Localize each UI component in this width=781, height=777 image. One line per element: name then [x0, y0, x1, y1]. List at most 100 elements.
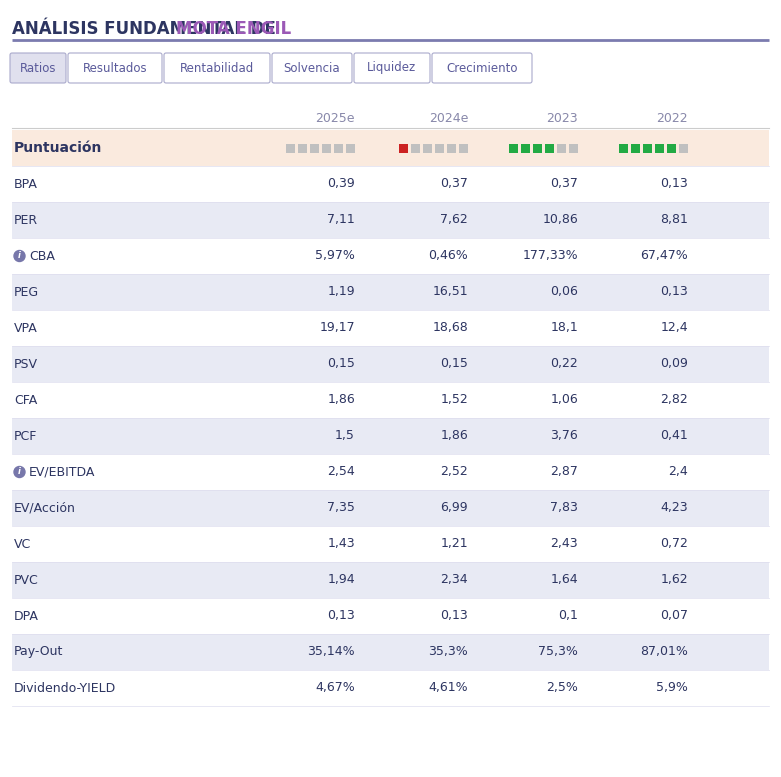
Text: 1,52: 1,52: [440, 393, 468, 406]
Text: Resultados: Resultados: [83, 61, 148, 75]
Text: 18,1: 18,1: [551, 322, 578, 335]
Text: 0,37: 0,37: [440, 177, 468, 190]
Text: 1,94: 1,94: [327, 573, 355, 587]
Text: i: i: [18, 468, 21, 476]
Text: 35,3%: 35,3%: [428, 646, 468, 658]
Text: 10,86: 10,86: [542, 214, 578, 227]
Text: 87,01%: 87,01%: [640, 646, 688, 658]
Bar: [12, 382, 769, 418]
Text: 0,13: 0,13: [660, 285, 688, 298]
Text: EV/EBITDA: EV/EBITDA: [29, 465, 95, 479]
Bar: [12, 310, 769, 346]
Circle shape: [14, 250, 25, 262]
Bar: [399, 144, 408, 152]
Text: 0,22: 0,22: [551, 357, 578, 371]
Bar: [459, 144, 468, 152]
Bar: [334, 144, 343, 152]
Text: CBA: CBA: [29, 249, 55, 263]
Bar: [655, 144, 664, 152]
Text: 0,06: 0,06: [550, 285, 578, 298]
Text: 2,43: 2,43: [551, 538, 578, 550]
Text: 0,1: 0,1: [558, 609, 578, 622]
Circle shape: [14, 466, 25, 478]
Bar: [12, 562, 769, 598]
Text: PEG: PEG: [14, 285, 39, 298]
Bar: [310, 144, 319, 152]
Text: Liquidez: Liquidez: [367, 61, 416, 75]
Text: 1,43: 1,43: [327, 538, 355, 550]
Bar: [667, 144, 676, 152]
Text: Ratios: Ratios: [20, 61, 56, 75]
Text: 4,61%: 4,61%: [428, 681, 468, 695]
Text: 18,68: 18,68: [432, 322, 468, 335]
Bar: [12, 346, 769, 382]
Text: 5,9%: 5,9%: [656, 681, 688, 695]
Bar: [12, 454, 769, 490]
FancyBboxPatch shape: [68, 53, 162, 83]
FancyBboxPatch shape: [10, 53, 66, 83]
Text: 8,81: 8,81: [660, 214, 688, 227]
Bar: [545, 144, 554, 152]
Text: 0,13: 0,13: [440, 609, 468, 622]
Text: Solvencia: Solvencia: [284, 61, 341, 75]
FancyBboxPatch shape: [164, 53, 270, 83]
Bar: [12, 418, 769, 454]
Text: Rentabilidad: Rentabilidad: [180, 61, 254, 75]
Text: Dividendo-YIELD: Dividendo-YIELD: [14, 681, 116, 695]
Text: 0,39: 0,39: [327, 177, 355, 190]
Bar: [569, 144, 578, 152]
Text: 0,13: 0,13: [660, 177, 688, 190]
Bar: [12, 202, 769, 238]
Text: VC: VC: [14, 538, 31, 550]
Bar: [447, 144, 456, 152]
Text: 1,06: 1,06: [551, 393, 578, 406]
Bar: [423, 144, 432, 152]
Text: 0,07: 0,07: [660, 609, 688, 622]
Text: Pay-Out: Pay-Out: [14, 646, 63, 658]
Text: 2,52: 2,52: [440, 465, 468, 479]
Bar: [12, 670, 769, 706]
Bar: [533, 144, 542, 152]
Text: 1,21: 1,21: [440, 538, 468, 550]
Text: CFA: CFA: [14, 393, 37, 406]
Text: 75,3%: 75,3%: [538, 646, 578, 658]
Text: 2,5%: 2,5%: [546, 681, 578, 695]
Text: 19,17: 19,17: [319, 322, 355, 335]
Text: 2022: 2022: [656, 112, 688, 125]
Text: 12,4: 12,4: [661, 322, 688, 335]
Bar: [679, 144, 688, 152]
Text: 2,34: 2,34: [440, 573, 468, 587]
Text: 1,5: 1,5: [335, 430, 355, 442]
Text: VPA: VPA: [14, 322, 37, 335]
Text: 0,15: 0,15: [440, 357, 468, 371]
Text: 0,41: 0,41: [660, 430, 688, 442]
Text: 0,72: 0,72: [660, 538, 688, 550]
Bar: [643, 144, 652, 152]
Bar: [12, 598, 769, 634]
Text: PCF: PCF: [14, 430, 37, 442]
Text: 3,76: 3,76: [551, 430, 578, 442]
Text: 7,62: 7,62: [440, 214, 468, 227]
FancyBboxPatch shape: [354, 53, 430, 83]
Bar: [12, 274, 769, 310]
Text: 2024e: 2024e: [429, 112, 468, 125]
Bar: [346, 144, 355, 152]
Bar: [286, 144, 295, 152]
Text: 2,87: 2,87: [550, 465, 578, 479]
FancyBboxPatch shape: [272, 53, 352, 83]
Text: 7,35: 7,35: [327, 501, 355, 514]
Text: 0,09: 0,09: [660, 357, 688, 371]
Text: 2023: 2023: [547, 112, 578, 125]
Text: 16,51: 16,51: [433, 285, 468, 298]
Bar: [435, 144, 444, 152]
Text: 0,15: 0,15: [327, 357, 355, 371]
Text: 1,62: 1,62: [661, 573, 688, 587]
Text: 5,97%: 5,97%: [315, 249, 355, 263]
Bar: [521, 144, 530, 152]
Text: 7,83: 7,83: [550, 501, 578, 514]
Bar: [12, 526, 769, 562]
Text: 4,67%: 4,67%: [316, 681, 355, 695]
Bar: [509, 144, 518, 152]
Text: PER: PER: [14, 214, 38, 227]
Text: BPA: BPA: [14, 177, 37, 190]
